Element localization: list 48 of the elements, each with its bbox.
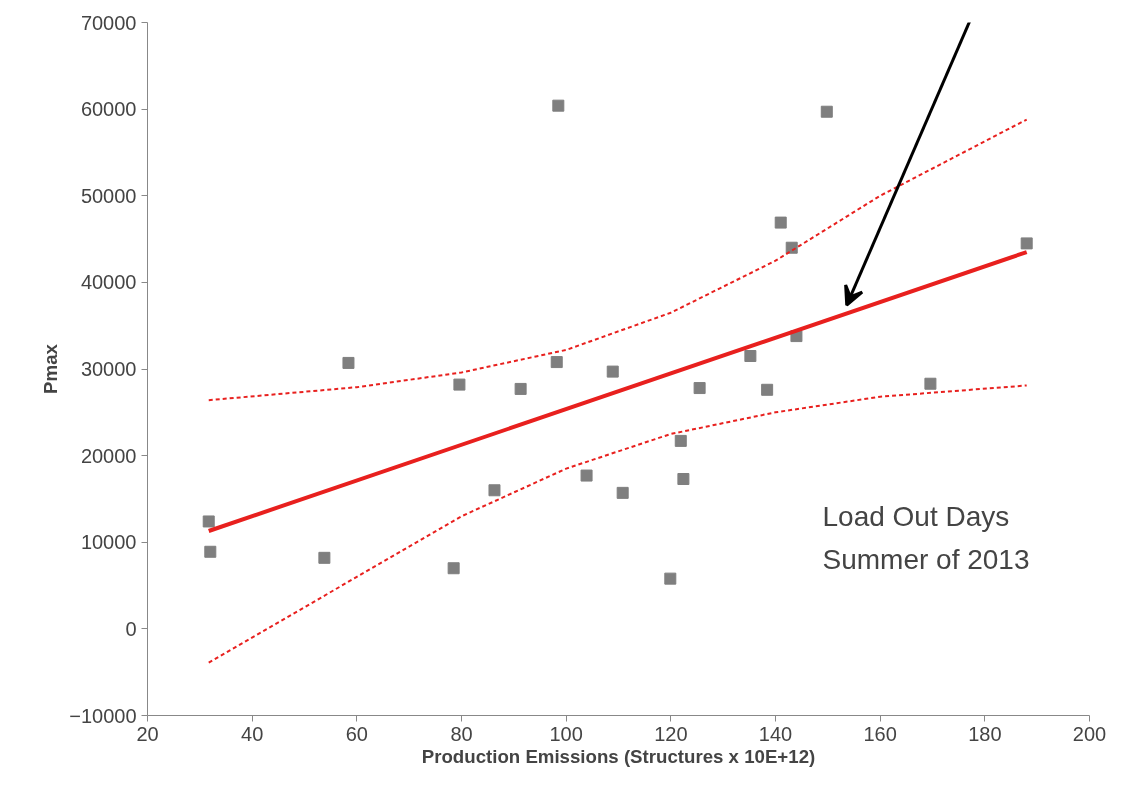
annotation: Load Out Days Summer of 2013 xyxy=(822,501,1030,576)
y-tick-label: 60000 xyxy=(80,98,137,121)
y-axis-title: Pmax xyxy=(40,343,62,394)
x-tick-label: 100 xyxy=(549,722,583,745)
point xyxy=(204,545,217,558)
point xyxy=(488,484,501,497)
point xyxy=(202,515,215,528)
point xyxy=(774,216,787,229)
x-tick-label: 40 xyxy=(241,722,264,745)
point xyxy=(744,350,757,363)
x-tick-label: 160 xyxy=(863,722,897,745)
x-tick-label: 80 xyxy=(450,722,473,745)
line-series xyxy=(207,118,1028,402)
point xyxy=(550,356,563,369)
point xyxy=(820,105,833,118)
point xyxy=(693,382,706,395)
point xyxy=(514,382,527,395)
y-tick-label: 0 xyxy=(125,617,137,640)
y-tick-label: 10000 xyxy=(80,531,137,554)
point xyxy=(552,99,565,112)
point xyxy=(606,365,619,378)
point xyxy=(924,377,937,390)
point xyxy=(1020,237,1033,250)
point xyxy=(453,378,466,391)
x-tick-label: 60 xyxy=(345,722,368,745)
y-tick-label: 30000 xyxy=(80,358,137,380)
x-axis-title: Production Emissions (Structures x 10E+12) xyxy=(421,745,816,767)
x-tick-label: 180 xyxy=(968,722,1002,745)
x-tick-label: 200 xyxy=(1072,722,1107,745)
point xyxy=(674,434,687,447)
point xyxy=(447,562,460,575)
point xyxy=(580,469,593,482)
y-tick-label: 40000 xyxy=(80,271,137,294)
y-tick-label: 70000 xyxy=(80,11,137,34)
point xyxy=(342,356,355,369)
point xyxy=(761,383,774,396)
point xyxy=(664,572,677,585)
x-tick-label: 120 xyxy=(654,722,688,745)
x-tick-label: 20 xyxy=(136,722,159,745)
point xyxy=(318,551,331,564)
y-tick-label: −10000 xyxy=(69,704,137,727)
y-tick-label: 20000 xyxy=(80,444,137,467)
point xyxy=(785,241,798,254)
point xyxy=(677,473,690,486)
y-tick-label: 50000 xyxy=(80,184,137,207)
point xyxy=(616,486,629,499)
x-tick-label: 140 xyxy=(758,722,793,745)
line-series xyxy=(207,384,1028,664)
